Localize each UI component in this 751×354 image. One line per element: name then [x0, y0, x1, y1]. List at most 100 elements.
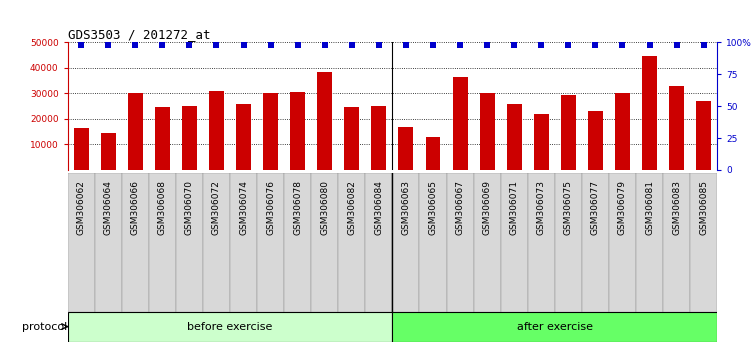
Point	[237, 42, 249, 48]
Bar	[420, 173, 447, 312]
Bar	[642, 57, 657, 170]
Text: after exercise: after exercise	[517, 321, 593, 332]
Text: GSM306062: GSM306062	[77, 181, 86, 235]
Bar	[636, 173, 663, 312]
Bar	[669, 86, 684, 170]
Point	[372, 42, 385, 48]
Point	[291, 42, 303, 48]
Bar	[392, 312, 717, 342]
Bar	[480, 93, 495, 170]
Bar	[290, 92, 305, 170]
Text: GSM306078: GSM306078	[293, 181, 302, 235]
Bar	[317, 72, 332, 170]
Bar	[392, 173, 420, 312]
Bar	[95, 173, 122, 312]
Text: GSM306073: GSM306073	[537, 181, 546, 235]
Bar	[447, 173, 474, 312]
Text: GSM306084: GSM306084	[374, 181, 383, 235]
Text: GSM306082: GSM306082	[347, 181, 356, 235]
Text: GSM306071: GSM306071	[510, 181, 519, 235]
Text: GSM306064: GSM306064	[104, 181, 113, 235]
Bar	[155, 108, 170, 170]
Bar	[507, 104, 522, 170]
Bar	[474, 173, 501, 312]
Bar	[182, 106, 197, 170]
Point	[345, 42, 357, 48]
Bar	[149, 173, 176, 312]
Bar	[696, 101, 711, 170]
Bar	[209, 91, 224, 170]
Point	[671, 42, 683, 48]
Point	[590, 42, 602, 48]
Bar	[609, 173, 636, 312]
Text: GSM306068: GSM306068	[158, 181, 167, 235]
Bar	[690, 173, 717, 312]
Bar	[555, 173, 582, 312]
Bar	[534, 114, 549, 170]
Text: GSM306077: GSM306077	[591, 181, 600, 235]
Point	[508, 42, 520, 48]
Text: GSM306083: GSM306083	[672, 181, 681, 235]
Point	[427, 42, 439, 48]
Bar	[615, 93, 630, 170]
Text: GSM306070: GSM306070	[185, 181, 194, 235]
Bar	[453, 77, 468, 170]
Point	[129, 42, 141, 48]
Point	[264, 42, 276, 48]
Bar	[236, 104, 251, 170]
Text: GSM306076: GSM306076	[266, 181, 275, 235]
Text: before exercise: before exercise	[187, 321, 273, 332]
Text: GSM306079: GSM306079	[618, 181, 627, 235]
Point	[102, 42, 114, 48]
Point	[644, 42, 656, 48]
Bar	[501, 173, 528, 312]
Point	[617, 42, 629, 48]
Bar	[365, 173, 392, 312]
Text: GSM306074: GSM306074	[239, 181, 248, 235]
Text: GSM306085: GSM306085	[699, 181, 708, 235]
Bar	[338, 173, 365, 312]
Text: GSM306072: GSM306072	[212, 181, 221, 235]
Bar	[203, 173, 230, 312]
Point	[562, 42, 575, 48]
Point	[183, 42, 195, 48]
Text: GSM306081: GSM306081	[645, 181, 654, 235]
Point	[400, 42, 412, 48]
Point	[75, 42, 87, 48]
Bar	[101, 133, 116, 170]
Bar	[176, 173, 203, 312]
Bar	[372, 106, 386, 170]
Point	[156, 42, 168, 48]
Bar	[528, 173, 555, 312]
Bar	[311, 173, 338, 312]
Text: GSM306063: GSM306063	[402, 181, 411, 235]
Bar	[284, 173, 311, 312]
Text: GSM306075: GSM306075	[564, 181, 573, 235]
Bar	[663, 173, 690, 312]
Bar	[345, 108, 359, 170]
Point	[481, 42, 493, 48]
Text: GSM306080: GSM306080	[320, 181, 329, 235]
Text: GSM306066: GSM306066	[131, 181, 140, 235]
Bar	[68, 173, 95, 312]
Bar	[74, 128, 89, 170]
Text: GDS3503 / 201272_at: GDS3503 / 201272_at	[68, 28, 210, 41]
Bar	[399, 127, 413, 170]
Bar	[128, 93, 143, 170]
Bar	[68, 312, 392, 342]
Bar	[263, 93, 278, 170]
Bar	[257, 173, 284, 312]
Bar	[426, 137, 440, 170]
Bar	[230, 173, 257, 312]
Text: protocol: protocol	[23, 321, 68, 332]
Text: GSM306069: GSM306069	[483, 181, 492, 235]
Bar	[588, 111, 603, 170]
Bar	[582, 173, 609, 312]
Point	[535, 42, 547, 48]
Point	[318, 42, 330, 48]
Text: GSM306067: GSM306067	[456, 181, 465, 235]
Bar	[561, 95, 576, 170]
Point	[698, 42, 710, 48]
Point	[210, 42, 222, 48]
Point	[454, 42, 466, 48]
